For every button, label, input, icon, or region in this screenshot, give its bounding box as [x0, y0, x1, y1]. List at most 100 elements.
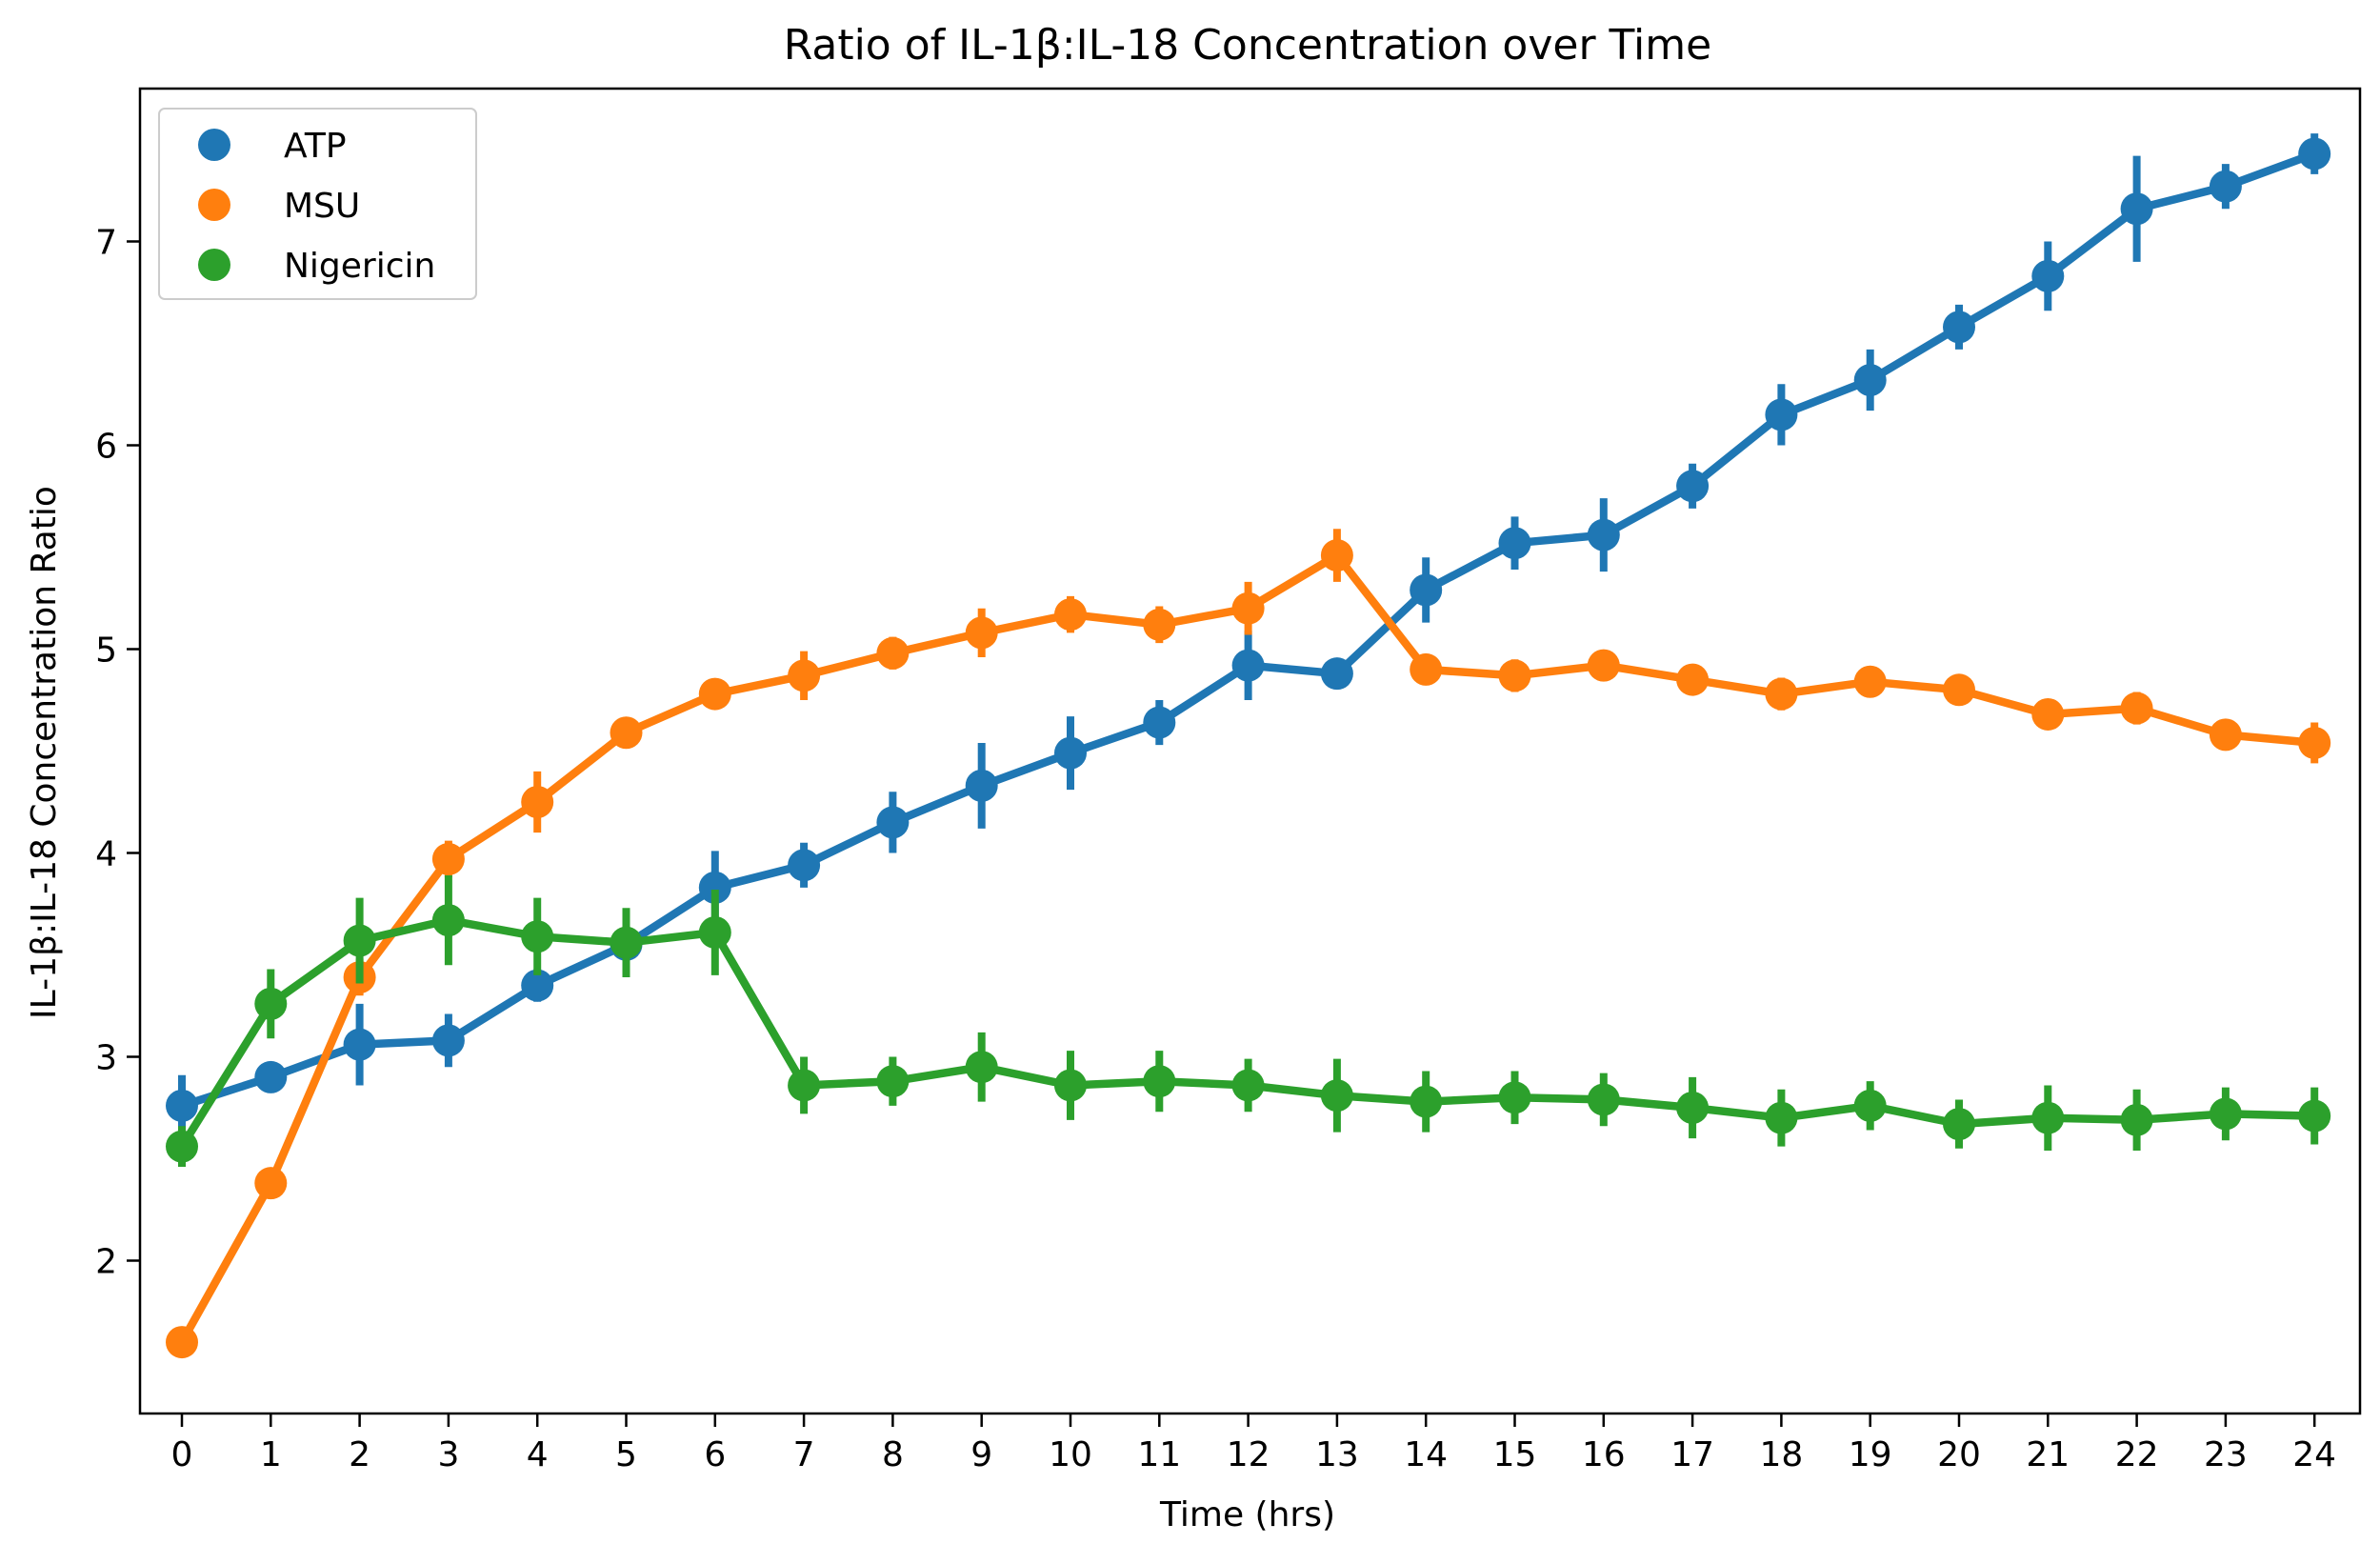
data-point [1143, 608, 1176, 641]
data-point [610, 926, 643, 959]
x-tick-label: 8 [882, 1435, 904, 1474]
x-tick-label: 19 [1849, 1435, 1892, 1474]
data-point [610, 716, 643, 750]
axes: 0 1 2 3 4 5 6 7 8 9 10 11 12 13 14 15 16 17 18 19 20 21 22 23 24… [95, 87, 2362, 1474]
data-point [1765, 1101, 1798, 1134]
legend-marker [198, 189, 230, 221]
data-point [431, 842, 465, 875]
data-point [343, 1028, 376, 1061]
legend-label: MSU [284, 187, 360, 226]
data-point [698, 677, 731, 711]
data-point [521, 786, 554, 818]
data-point [1054, 1069, 1087, 1102]
x-tick-label: 15 [1493, 1435, 1537, 1474]
data-point [2120, 192, 2153, 226]
data-point [343, 924, 376, 957]
legend-marker [198, 249, 230, 281]
data-point [788, 1069, 821, 1102]
x-tick-label: 12 [1227, 1435, 1270, 1474]
x-tick-label: 14 [1404, 1435, 1448, 1474]
x-tick-label: 20 [1937, 1435, 1981, 1474]
data-point [1320, 1079, 1353, 1113]
data-point [788, 659, 821, 692]
data-point [1410, 573, 1443, 607]
data-point [698, 871, 731, 904]
x-tick-label: 22 [2115, 1435, 2159, 1474]
data-point [1676, 1092, 1710, 1124]
x-tick-label: 13 [1315, 1435, 1359, 1474]
x-tick-label: 6 [704, 1435, 726, 1474]
data-point [166, 1326, 198, 1359]
data-point [254, 1167, 288, 1200]
data-point [965, 769, 998, 802]
data-point [1054, 598, 1087, 632]
data-point [431, 904, 465, 937]
data-point [1498, 659, 1531, 692]
data-point [1676, 663, 1710, 696]
data-point [876, 806, 910, 839]
legend-marker [198, 129, 230, 161]
data-point [698, 915, 731, 949]
data-point [2209, 1097, 2242, 1131]
data-point [1231, 592, 1265, 625]
data-point [521, 920, 554, 953]
data-point [254, 987, 288, 1020]
x-tick-label: 17 [1670, 1435, 1714, 1474]
x-tick-label: 1 [260, 1435, 282, 1474]
data-point [431, 1024, 465, 1057]
legend-label: Nigericin [284, 247, 435, 286]
data-point [965, 1051, 998, 1084]
y-tick-label: 2 [95, 1243, 117, 1282]
x-tick-label: 4 [527, 1435, 549, 1474]
data-point [2298, 726, 2331, 759]
data-point [2031, 1101, 2065, 1134]
y-tick-label: 6 [95, 428, 117, 467]
data-point [1943, 311, 1975, 344]
data-point [2120, 692, 2153, 725]
x-tick-label: 16 [1582, 1435, 1626, 1474]
data-point [1943, 673, 1975, 707]
data-point [1853, 665, 1887, 698]
data-point [788, 849, 821, 882]
x-tick-label: 24 [2292, 1435, 2336, 1474]
x-tick-label: 23 [2204, 1435, 2248, 1474]
legend: ATP MSU Nigericin [158, 108, 477, 300]
x-tick-label: 18 [1759, 1435, 1803, 1474]
data-point [965, 616, 998, 650]
data-point [1498, 1081, 1531, 1114]
data-point [1320, 539, 1353, 572]
data-point [876, 636, 910, 670]
data-point [1853, 364, 1887, 397]
x-tick-label: 11 [1137, 1435, 1181, 1474]
x-tick-label: 10 [1049, 1435, 1092, 1474]
data-point [1765, 398, 1798, 431]
data-point [1943, 1108, 1975, 1141]
x-tick-label: 2 [349, 1435, 370, 1474]
data-point [2298, 1099, 2331, 1133]
y-tick-label: 3 [95, 1039, 117, 1078]
y-tick-label: 5 [95, 632, 117, 671]
x-axis-label: Time (hrs) [1159, 1495, 1335, 1534]
data-point [876, 1065, 910, 1098]
x-tick-label: 0 [171, 1435, 193, 1474]
data-point [1320, 657, 1353, 691]
data-point [1498, 527, 1531, 560]
data-point [2209, 718, 2242, 752]
data-point [1676, 470, 1710, 503]
data-point [1054, 736, 1087, 770]
data-point [1231, 649, 1265, 682]
chart-title: Ratio of IL-1β:IL-18 Concentration over … [784, 21, 1711, 70]
data-point [2298, 137, 2331, 170]
data-point [2120, 1103, 2153, 1136]
data-point [2031, 697, 2065, 731]
data-point [166, 1089, 198, 1122]
data-point [1143, 706, 1176, 739]
x-tick-label: 7 [793, 1435, 815, 1474]
legend-box [158, 108, 477, 300]
data-point [521, 969, 554, 1002]
data-point [254, 1060, 288, 1093]
y-axis-label: IL-1β:IL-18 Concentration Ratio [25, 486, 64, 1019]
x-tick-label: 21 [2026, 1435, 2070, 1474]
